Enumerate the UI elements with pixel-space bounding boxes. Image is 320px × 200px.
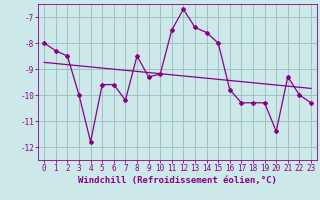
X-axis label: Windchill (Refroidissement éolien,°C): Windchill (Refroidissement éolien,°C): [78, 176, 277, 185]
